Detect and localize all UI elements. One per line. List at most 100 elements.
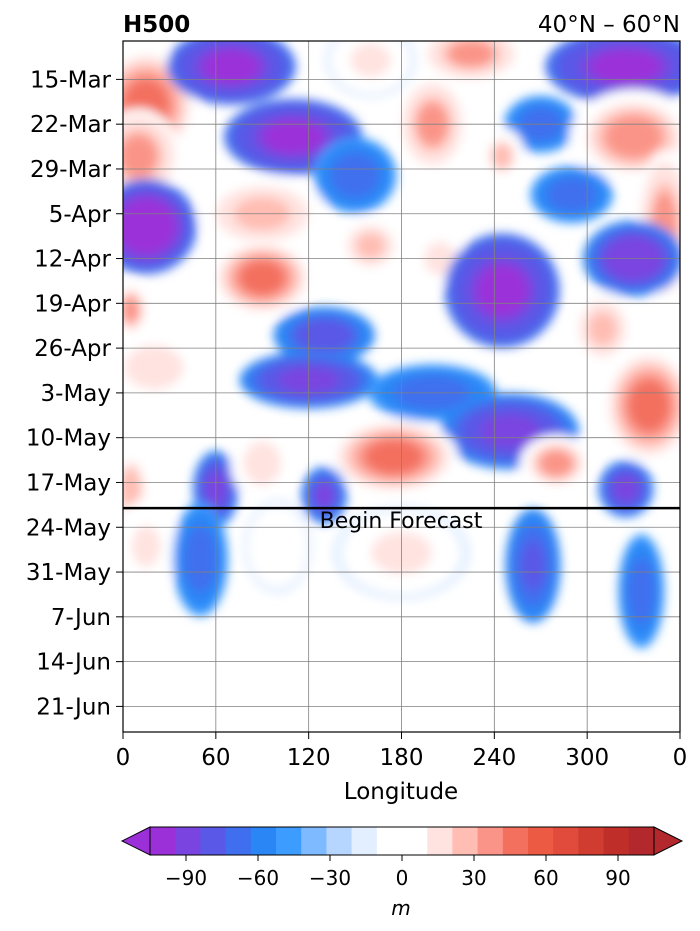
anomaly-contour	[314, 482, 335, 508]
colorbar-swatch	[200, 827, 227, 855]
anomaly-blob	[243, 498, 313, 595]
forecast-label: Begin Forecast	[320, 509, 483, 534]
anomaly-contour	[356, 233, 385, 259]
y-tick-label: 31-May	[26, 560, 111, 586]
y-tick-label: 12-Apr	[34, 247, 111, 273]
colorbar-label: m	[391, 896, 410, 920]
anomaly-contour	[123, 135, 157, 177]
colorbar-swatch	[175, 827, 201, 855]
anomaly-contour	[448, 41, 494, 67]
grid-lines	[123, 41, 680, 732]
anomaly-blob	[444, 233, 560, 348]
anomaly-contour	[336, 158, 374, 192]
anomaly-blob	[313, 137, 397, 214]
colorbar-swatch	[628, 827, 655, 855]
x-axis: 0 60 120 180 240 300 0	[116, 732, 688, 771]
y-tick-label: 26-Apr	[34, 336, 111, 362]
anomaly-blob	[618, 534, 665, 649]
anomaly-blob	[211, 239, 313, 316]
anomaly-blob	[479, 127, 526, 185]
anomaly-contour	[628, 380, 670, 431]
anomaly-contour	[131, 350, 177, 384]
y-tick-label: 29-Mar	[30, 157, 112, 183]
anomaly-blob	[123, 178, 197, 275]
anomaly-contour	[476, 265, 528, 316]
anomaly-blob	[598, 460, 654, 518]
anomaly-contour	[262, 525, 293, 568]
colorbar-swatch	[528, 827, 554, 855]
colorbar-swatch	[276, 827, 302, 855]
anomaly-blob	[123, 281, 150, 339]
anomaly-contour	[553, 182, 590, 208]
y-tick-label: 5-Apr	[49, 202, 112, 228]
anomaly-blob	[329, 418, 459, 496]
anomaly-contour	[203, 49, 260, 84]
colorbar-swatch	[326, 827, 353, 855]
anomaly-blob	[166, 41, 296, 105]
colorbar-swatch	[351, 827, 378, 855]
y-tick-label: 3-May	[41, 381, 111, 407]
plot-area	[123, 41, 680, 732]
colorbar-swatch	[502, 827, 529, 855]
anomaly-contour	[302, 322, 347, 348]
colorbar-tick-label: −60	[237, 866, 279, 890]
x-tick-label: 0	[116, 745, 131, 771]
colorbar-swatch	[402, 827, 428, 855]
y-tick-label: 14-Jun	[36, 650, 111, 676]
colorbar-swatch	[452, 827, 479, 855]
anomaly-blob	[123, 498, 179, 595]
x-tick-label: 300	[565, 745, 609, 771]
anomaly-contour	[540, 450, 573, 476]
y-axis: 15-Mar 22-Mar 29-Mar 5-Apr 12-Apr 19-Apr 26-Ap…	[26, 67, 123, 720]
x-tick-label: 240	[472, 745, 516, 771]
anomaly-contour	[240, 261, 285, 295]
anomaly-blob	[172, 502, 229, 617]
anomaly-contour	[123, 297, 139, 323]
anomaly-contour	[124, 205, 169, 248]
anomaly-contour	[520, 540, 546, 591]
colorbar-extend-low	[120, 826, 151, 856]
anomaly-blob	[229, 425, 295, 502]
colorbar: −90 −60 −30 0 30 60 90	[120, 826, 684, 890]
x-tick-label: 60	[201, 745, 230, 771]
y-tick-label: 10-May	[26, 426, 111, 452]
anomaly-contour	[590, 49, 662, 84]
anomaly-contour	[631, 566, 652, 617]
colorbar-swatch	[150, 827, 176, 855]
x-tick-label: 0	[673, 745, 688, 771]
y-tick-label: 19-Apr	[34, 291, 111, 317]
anomaly-contour	[350, 43, 391, 77]
x-axis-label: Longitude	[344, 779, 458, 805]
anomaly-contour	[605, 116, 662, 158]
chart-title-right: 40°N – 60°N	[538, 12, 680, 38]
anomaly-contour	[365, 440, 422, 474]
anomaly-contour	[492, 143, 513, 169]
anomaly-blob	[324, 41, 417, 99]
anomaly-blob	[602, 348, 680, 463]
colorbar-swatch	[477, 827, 504, 855]
anomaly-blob	[273, 306, 375, 364]
anomaly-blob	[570, 290, 635, 368]
y-tick-label: 15-Mar	[30, 67, 112, 93]
anomaly-contour	[248, 446, 277, 480]
colorbar-swatch	[603, 827, 630, 855]
y-tick-label: 7-Jun	[51, 605, 111, 631]
x-tick-label: 120	[287, 745, 331, 771]
anomaly-contour	[588, 312, 617, 346]
x-tick-label: 180	[380, 745, 424, 771]
colorbar-swatch	[250, 827, 277, 855]
colorbar-swatch	[301, 827, 327, 855]
anomaly-blob	[420, 41, 522, 83]
y-tick-label: 17-May	[26, 470, 111, 496]
colorbar-tick-label: −30	[309, 866, 351, 890]
anomaly-blob	[505, 508, 561, 623]
anomaly-contour	[188, 534, 213, 585]
colorbar-extend-high	[653, 826, 684, 856]
colorbar-tick-label: 30	[461, 866, 486, 890]
colorbar-tick-label: 90	[605, 866, 630, 890]
anomaly-contour	[132, 525, 161, 568]
anomaly-blob	[530, 165, 614, 224]
y-tick-label: 22-Mar	[30, 112, 112, 138]
y-tick-label: 24-May	[26, 515, 111, 541]
